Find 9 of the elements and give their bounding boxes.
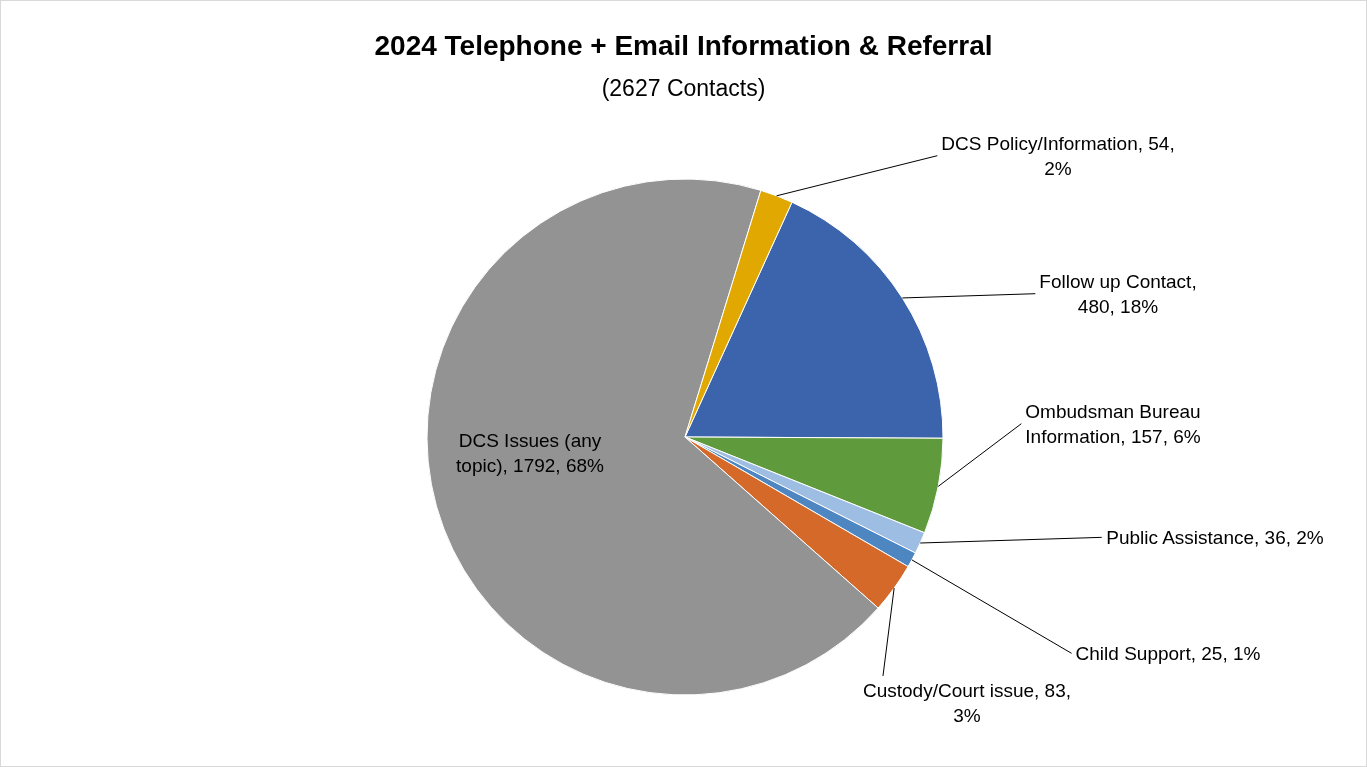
slice-label: Child Support, 25, 1% xyxy=(1075,643,1261,664)
slice-label: Ombudsman Bureau Information, 157, 6% xyxy=(1025,401,1201,447)
slice-label: Public Assistance, 36, 2% xyxy=(1106,527,1324,548)
chart-subtitle: (2627 Contacts) xyxy=(601,75,766,101)
slice-label: DCS Policy/Information, 54, 2% xyxy=(941,133,1175,179)
slice-label: Custody/Court issue, 83, 3% xyxy=(862,680,1072,726)
slice-label: Follow up Contact, 480, 18% xyxy=(1039,271,1197,317)
chart-title: 2024 Telephone + Email Information & Referral xyxy=(374,30,993,61)
slice-label: DCS Issues (any topic), 1792, 68% xyxy=(456,430,605,476)
